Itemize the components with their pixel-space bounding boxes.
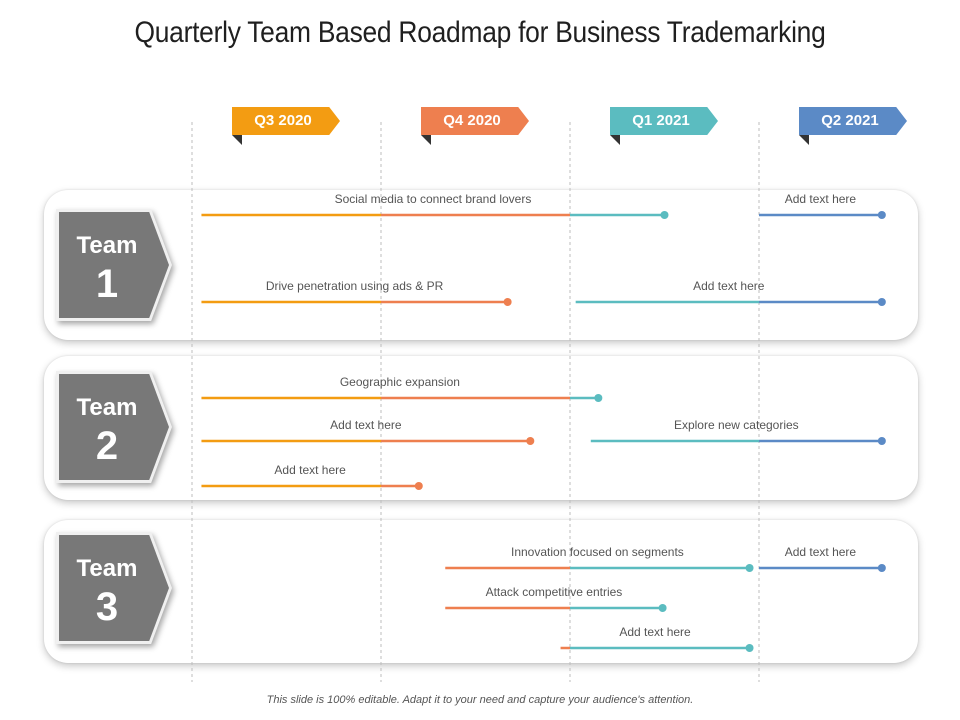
task-label: Social media to connect brand lovers	[335, 192, 532, 206]
team-1-number: 1	[95, 262, 119, 306]
team-1-word: Team	[76, 232, 138, 259]
team-2-badge: Team 2	[56, 371, 172, 483]
task-end-marker	[877, 298, 886, 306]
team-3-badge: Team 3	[56, 532, 172, 644]
team-2-word: Team	[76, 394, 138, 421]
team-3-panel	[44, 520, 918, 663]
task-label: Add text here	[330, 418, 402, 432]
task-end-marker	[658, 604, 667, 612]
task-end-marker	[660, 211, 669, 219]
task-label: Drive penetration using ads & PR	[266, 279, 444, 293]
quarter-tag-q4: Q2 2021	[799, 107, 907, 145]
quarter-label: Q4 2020	[421, 107, 529, 135]
page-title: Quarterly Team Based Roadmap for Busines…	[134, 16, 826, 49]
task-end-marker	[877, 564, 886, 572]
footer-note: This slide is 100% editable. Adapt it to…	[266, 694, 694, 706]
task-label: Add text here	[619, 625, 691, 639]
quarter-label: Q1 2021	[610, 107, 718, 135]
task-end-marker	[745, 644, 754, 652]
team-3-word: Team	[76, 555, 138, 582]
quarter-tag-q3: Q1 2021	[610, 107, 718, 145]
task-label: Innovation focused on segments	[511, 545, 684, 559]
team-2-number: 2	[95, 424, 119, 468]
task-end-marker	[877, 211, 886, 219]
quarter-tag-q2: Q4 2020	[421, 107, 529, 145]
task-end-marker	[503, 298, 512, 306]
task-label: Add text here	[274, 463, 346, 477]
task-label: Add text here	[785, 545, 857, 559]
quarter-label: Q3 2020	[232, 107, 340, 135]
task-label: Geographic expansion	[340, 375, 460, 389]
task-label: Attack competitive entries	[486, 585, 623, 599]
team-3-number: 3	[95, 585, 119, 629]
task-end-marker	[594, 394, 603, 402]
task-end-marker	[414, 482, 423, 490]
team-2-panel	[44, 356, 918, 500]
quarter-tag-q1: Q3 2020	[232, 107, 340, 145]
task-end-marker	[745, 564, 754, 572]
quarter-label: Q2 2021	[799, 107, 907, 135]
task-label: Add text here	[785, 192, 857, 206]
team-1-badge: Team 1	[56, 209, 172, 321]
task-label: Explore new categories	[674, 418, 799, 432]
task-label: Add text here	[693, 279, 765, 293]
task-end-marker	[526, 437, 535, 445]
task-end-marker	[877, 437, 886, 445]
